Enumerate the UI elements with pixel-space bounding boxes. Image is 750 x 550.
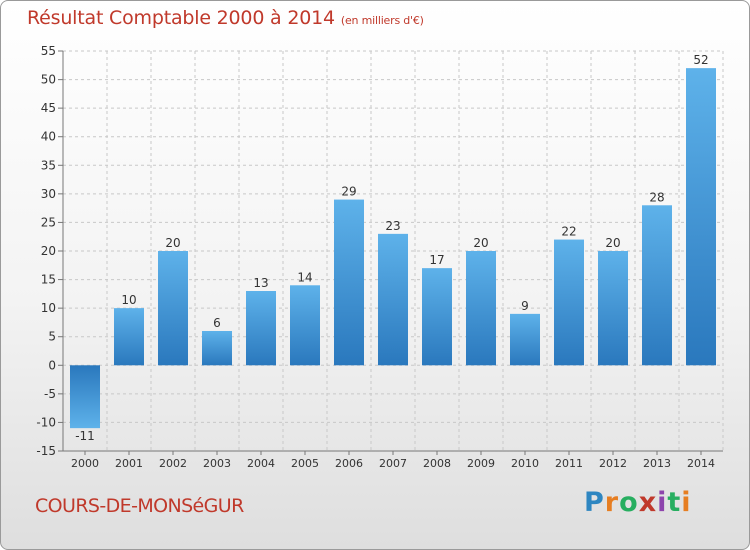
bar	[114, 308, 144, 366]
bar	[70, 365, 100, 429]
chart-subtitle: (en milliers d'€)	[340, 14, 424, 27]
x-tick-label: 2008	[423, 457, 451, 470]
data-label: 28	[649, 190, 664, 204]
y-tick-label: -10	[36, 415, 56, 429]
data-label: 6	[213, 316, 221, 330]
data-label: 14	[297, 270, 312, 284]
y-tick-label: 10	[41, 301, 56, 315]
bar	[598, 251, 628, 366]
x-tick-label: 2014	[687, 457, 715, 470]
data-label: 20	[605, 236, 620, 250]
bar	[378, 233, 408, 366]
data-label: 22	[561, 225, 576, 239]
y-tick-label: 20	[41, 244, 56, 258]
bar	[290, 285, 320, 366]
logo-letter: r	[604, 487, 620, 518]
logo-letter: P	[584, 487, 605, 518]
bar	[510, 313, 540, 366]
bar	[422, 268, 452, 366]
x-tick-label: 2011	[555, 457, 583, 470]
logo-letter: i	[657, 487, 668, 518]
y-tick-label: 40	[41, 130, 56, 144]
x-tick-label: 2009	[467, 457, 495, 470]
y-tick-label: 30	[41, 187, 56, 201]
bar	[642, 205, 672, 366]
y-tick-label: -15	[36, 444, 56, 458]
x-tick-label: 2007	[379, 457, 407, 470]
bar-layer	[70, 68, 716, 429]
x-tick-label: 2010	[511, 457, 539, 470]
logo-letter: o	[619, 487, 639, 518]
bar	[334, 199, 364, 366]
y-tick-label: 0	[48, 358, 56, 372]
data-label: 17	[429, 253, 444, 267]
bar	[202, 331, 232, 366]
x-tick-label: 2004	[247, 457, 275, 470]
y-tick-label: 15	[41, 273, 56, 287]
x-tick-label: 2013	[643, 457, 671, 470]
bar	[686, 68, 716, 366]
y-tick-label: 5	[48, 330, 56, 344]
logo-letter: t	[667, 487, 682, 518]
data-label: 52	[693, 53, 708, 67]
x-tick-label: 2003	[203, 457, 231, 470]
data-label: 10	[121, 293, 136, 307]
x-tick-label: 2001	[115, 457, 143, 470]
y-tick-label: 55	[41, 44, 56, 58]
x-tick-label: 2002	[159, 457, 187, 470]
data-label: 20	[165, 236, 180, 250]
x-tick-label: 2000	[71, 457, 99, 470]
data-label: 29	[341, 185, 356, 199]
data-label: 23	[385, 219, 400, 233]
data-label: 9	[521, 299, 529, 313]
label-layer: -11 10 20 6 13 14 29 23 17 20 9 22 20 28 52	[75, 53, 708, 443]
bar	[466, 251, 496, 366]
logo-letter: x	[638, 487, 658, 518]
bar	[246, 291, 276, 366]
y-tick-label: 25	[41, 215, 56, 229]
x-tick-label: 2005	[291, 457, 319, 470]
chart-title: Résultat Comptable 2000 à 2014 (en millie…	[27, 7, 424, 29]
y-tick-label: 50	[41, 73, 56, 87]
x-tick-label: 2006	[335, 457, 363, 470]
logo-letter: i	[681, 487, 692, 518]
chart-title-main: Résultat Comptable 2000 à 2014	[27, 7, 335, 29]
bar	[158, 251, 188, 366]
proxiti-logo: Proxiti	[584, 487, 692, 518]
y-tick-label: 35	[41, 158, 56, 172]
axis-layer: -15 -10 -5 0 5 10 15 20 25 30 35 40 45 50 55 2000 2001 20…	[36, 44, 723, 470]
commune-name: COURS-DE-MONSéGUR	[35, 495, 244, 517]
y-tick-label: -5	[44, 387, 56, 401]
x-tick-label: 2012	[599, 457, 627, 470]
data-label: -11	[75, 429, 95, 443]
data-label: 13	[253, 276, 268, 290]
bar	[554, 239, 584, 366]
data-label: 20	[473, 236, 488, 250]
y-tick-label: 45	[41, 101, 56, 115]
